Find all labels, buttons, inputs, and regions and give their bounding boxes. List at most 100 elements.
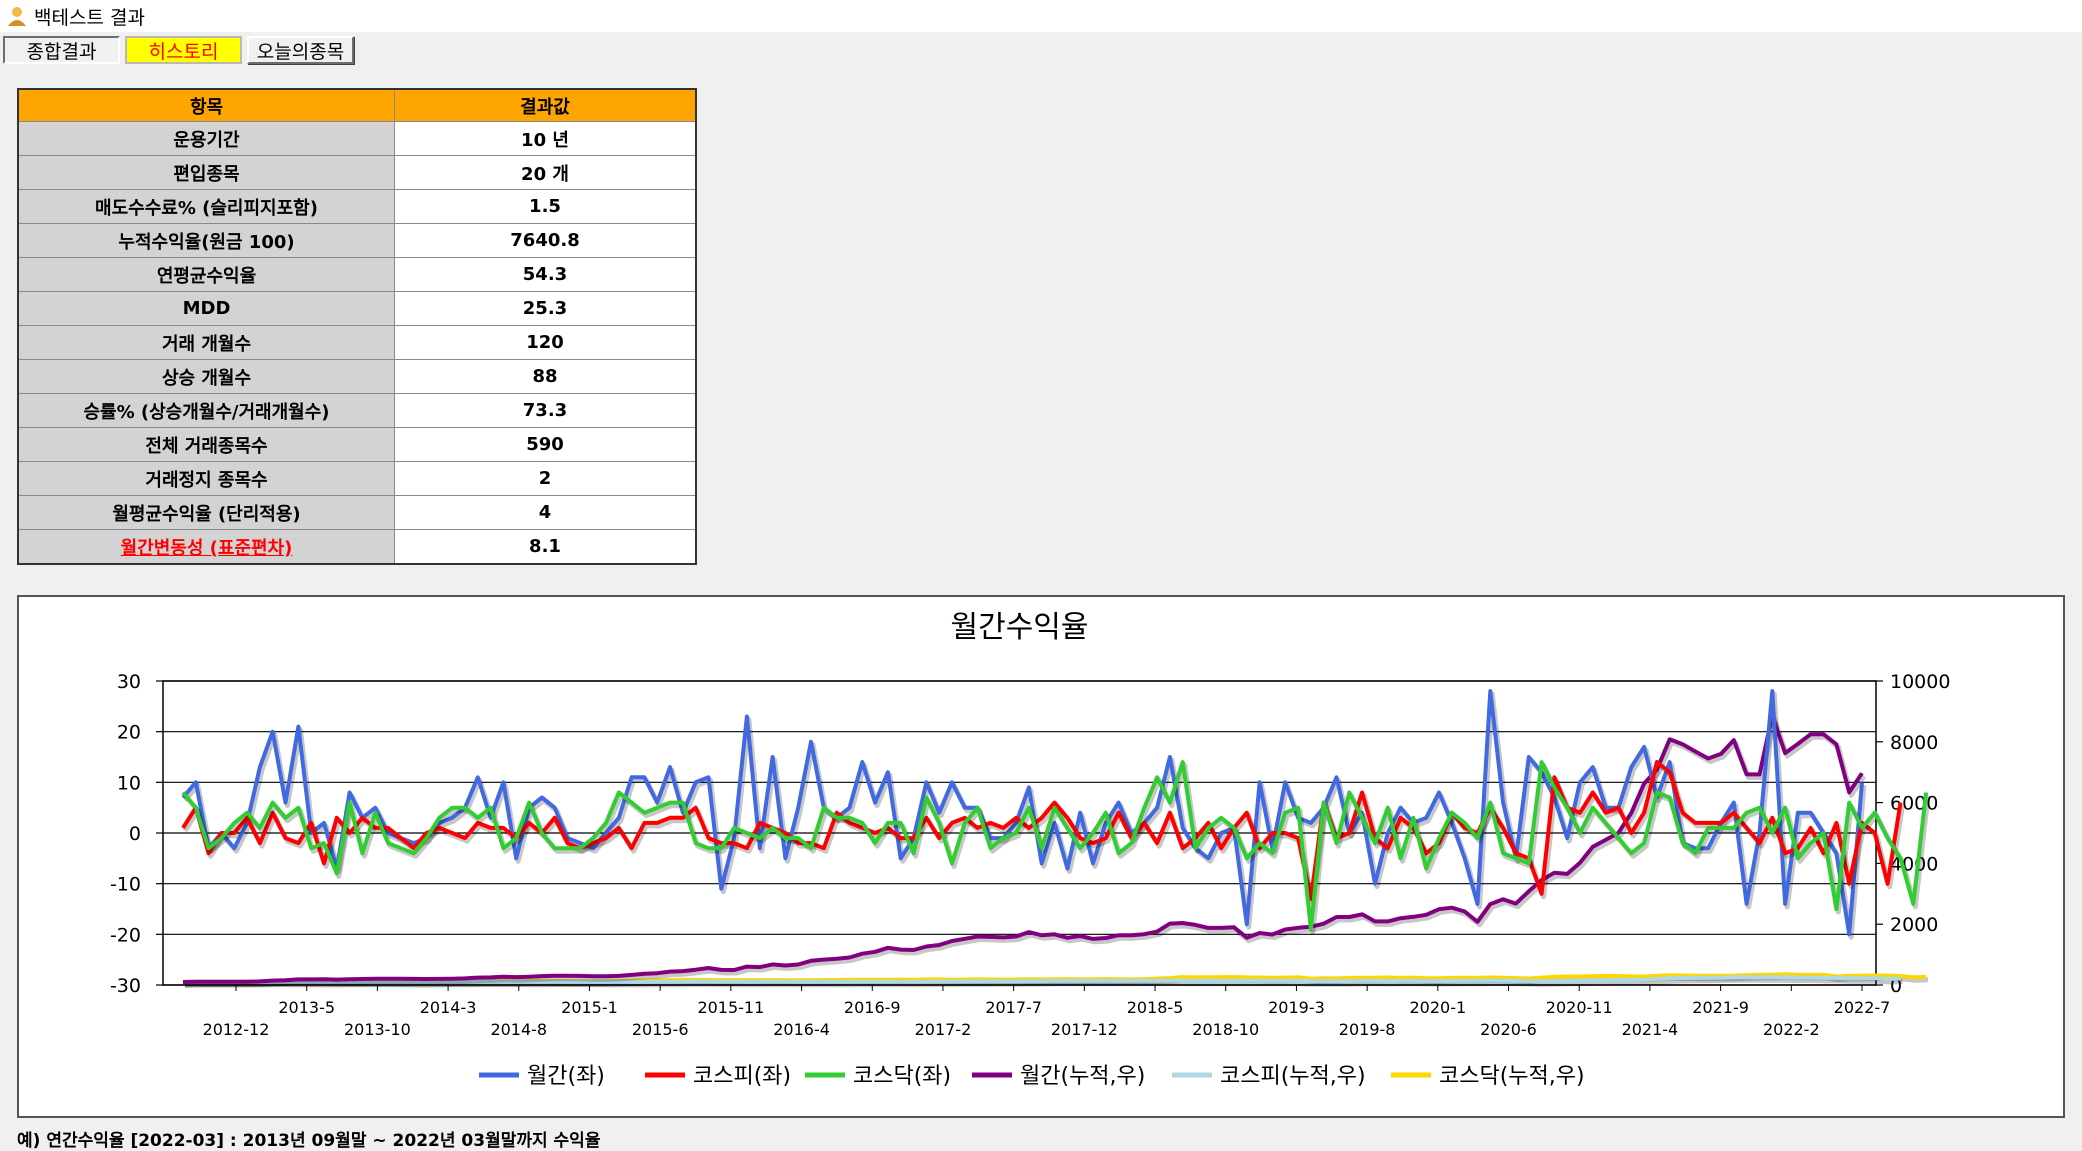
table-row: 매도수수료% (슬리피지포함) 1.5 bbox=[17, 189, 697, 224]
row-value: 1.5 bbox=[394, 189, 697, 224]
x-tick-label: 2021-4 bbox=[1622, 1020, 1679, 1039]
series-shadow bbox=[184, 977, 1903, 988]
legend-label: 코스피(누적,우) bbox=[1220, 1064, 1366, 1089]
y-right-tick-label: 2000 bbox=[1890, 914, 1938, 936]
tab-history[interactable]: 히스토리 bbox=[125, 36, 242, 64]
row-key: 거래 개월수 bbox=[17, 325, 395, 360]
x-tick-label: 2019-8 bbox=[1339, 1020, 1396, 1039]
legend-label: 코스닥(좌) bbox=[853, 1064, 951, 1089]
row-value: 73.3 bbox=[394, 393, 697, 428]
x-tick-label: 2018-10 bbox=[1192, 1020, 1259, 1039]
row-value: 88 bbox=[394, 359, 697, 394]
tab-bar: 종합결과 히스토리 오늘의종목 bbox=[3, 36, 359, 64]
app-icon bbox=[8, 7, 26, 26]
x-tick-label: 2015-6 bbox=[632, 1020, 689, 1039]
y-left-tick-label: -30 bbox=[110, 975, 141, 997]
row-key: MDD bbox=[17, 291, 395, 326]
series-shadow bbox=[182, 762, 1905, 905]
monthly-return-chart: 월간수익율3020100-10-20-301000080006000400020… bbox=[110, 610, 1951, 1089]
table-row: 거래 개월수 120 bbox=[17, 325, 697, 360]
series-line bbox=[181, 760, 1903, 901]
legend-label: 코스피(좌) bbox=[693, 1064, 791, 1089]
x-tick-label: 2018-5 bbox=[1127, 998, 1184, 1017]
y-right-tick-label: 8000 bbox=[1890, 732, 1938, 754]
row-key: 월평균수익율 (단리적용) bbox=[17, 495, 395, 530]
row-value: 120 bbox=[394, 325, 697, 360]
row-value: 25.3 bbox=[394, 291, 697, 326]
table-row: 월간변동성 (표준편차) 8.1 bbox=[17, 529, 697, 565]
row-key: 편입종목 bbox=[17, 155, 395, 190]
table-row: 운용기간 10 년 bbox=[17, 121, 697, 156]
x-tick-label: 2016-9 bbox=[844, 998, 901, 1017]
series-shadow bbox=[183, 762, 1931, 935]
series-line bbox=[181, 760, 1929, 932]
window-titlebar: 백테스트 결과 bbox=[0, 0, 2082, 32]
y-left-tick-label: -20 bbox=[110, 924, 141, 946]
row-value: 8.1 bbox=[394, 529, 697, 565]
row-key: 운용기간 bbox=[17, 121, 395, 156]
x-tick-label: 2019-3 bbox=[1268, 998, 1325, 1017]
table-row: 승률% (상승개월수/거래개월수) 73.3 bbox=[17, 393, 697, 428]
table-row: 상승 개월수 88 bbox=[17, 359, 697, 394]
row-value: 20 개 bbox=[394, 155, 697, 190]
table-row: 전체 거래종목수 590 bbox=[17, 427, 697, 462]
x-tick-label: 2017-2 bbox=[915, 1020, 972, 1039]
x-tick-label: 2017-7 bbox=[985, 998, 1042, 1017]
x-tick-label: 2015-11 bbox=[697, 998, 764, 1017]
row-key: 연평균수익율 bbox=[17, 257, 395, 292]
x-tick-label: 2013-5 bbox=[278, 998, 335, 1017]
y-left-tick-label: 10 bbox=[117, 772, 141, 794]
row-key: 거래정지 종목수 bbox=[17, 461, 395, 496]
y-left-tick-label: 20 bbox=[117, 722, 141, 744]
x-tick-label: 2022-7 bbox=[1834, 998, 1891, 1017]
header-value: 결과값 bbox=[394, 88, 697, 122]
x-tick-label: 2016-4 bbox=[773, 1020, 830, 1039]
row-value: 54.3 bbox=[394, 257, 697, 292]
row-value: 590 bbox=[394, 427, 697, 462]
row-value: 10 년 bbox=[394, 121, 697, 156]
legend-label: 코스닥(누적,우) bbox=[1439, 1064, 1585, 1089]
table-row: 월평균수익율 (단리적용) 4 bbox=[17, 495, 697, 530]
x-tick-label: 2022-2 bbox=[1763, 1020, 1820, 1039]
x-tick-label: 2020-6 bbox=[1480, 1020, 1537, 1039]
row-value: 7640.8 bbox=[394, 223, 697, 258]
y-right-tick-label: 10000 bbox=[1890, 671, 1950, 693]
row-key: 승률% (상승개월수/거래개월수) bbox=[17, 393, 395, 428]
tab-today-stocks[interactable]: 오늘의종목 bbox=[247, 36, 354, 64]
table-row: 연평균수익율 54.3 bbox=[17, 257, 697, 292]
legend-label: 월간(누적,우) bbox=[1020, 1064, 1145, 1089]
x-tick-label: 2014-3 bbox=[420, 998, 477, 1017]
y-left-tick-label: 30 bbox=[117, 671, 141, 693]
x-tick-label: 2020-11 bbox=[1546, 998, 1613, 1017]
series-shadow bbox=[184, 715, 1867, 988]
row-key-volatility-link[interactable]: 월간변동성 (표준편차) bbox=[17, 529, 395, 565]
row-key: 상승 개월수 bbox=[17, 359, 395, 394]
table-row: 누적수익율(원금 100) 7640.8 bbox=[17, 223, 697, 258]
y-left-tick-label: 0 bbox=[129, 823, 141, 845]
x-tick-label: 2012-12 bbox=[203, 1020, 270, 1039]
header-item: 항목 bbox=[17, 88, 395, 122]
tab-summary[interactable]: 종합결과 bbox=[3, 36, 120, 64]
legend-label: 월간(좌) bbox=[527, 1064, 605, 1089]
chart-frame: 월간수익율 30 20 10 0 -10 -20 -30 10000 8000 6000 4000 20… bbox=[17, 595, 2065, 1118]
x-tick-label: 2013-10 bbox=[344, 1020, 411, 1039]
result-table: 항목 결과값 운용기간 10 년 편입종목 20 개 매도수수료% (슬리피지포함)… bbox=[17, 88, 697, 565]
table-row: 편입종목 20 개 bbox=[17, 155, 697, 190]
row-key: 누적수익율(원금 100) bbox=[17, 223, 395, 258]
row-value: 2 bbox=[394, 461, 697, 496]
table-row: MDD 25.3 bbox=[17, 291, 697, 326]
footnote: 예) 연간수익율 [2022-03] : 2013년 09월말 ~ 2022년 … bbox=[17, 1131, 601, 1151]
x-tick-label: 2014-8 bbox=[490, 1020, 547, 1039]
x-tick-label: 2020-1 bbox=[1409, 998, 1466, 1017]
series-line bbox=[182, 975, 1901, 984]
x-tick-label: 2017-12 bbox=[1051, 1020, 1118, 1039]
series-shadow bbox=[183, 691, 1867, 940]
y-left-tick-label: -10 bbox=[110, 874, 141, 896]
window-title: 백테스트 결과 bbox=[34, 6, 145, 29]
table-header-row: 항목 결과값 bbox=[17, 88, 697, 122]
x-tick-label: 2021-9 bbox=[1692, 998, 1749, 1017]
series-line bbox=[182, 713, 1864, 984]
chart-title: 월간수익율 bbox=[951, 610, 1089, 645]
row-value: 4 bbox=[394, 495, 697, 530]
row-key: 전체 거래종목수 bbox=[17, 427, 395, 462]
